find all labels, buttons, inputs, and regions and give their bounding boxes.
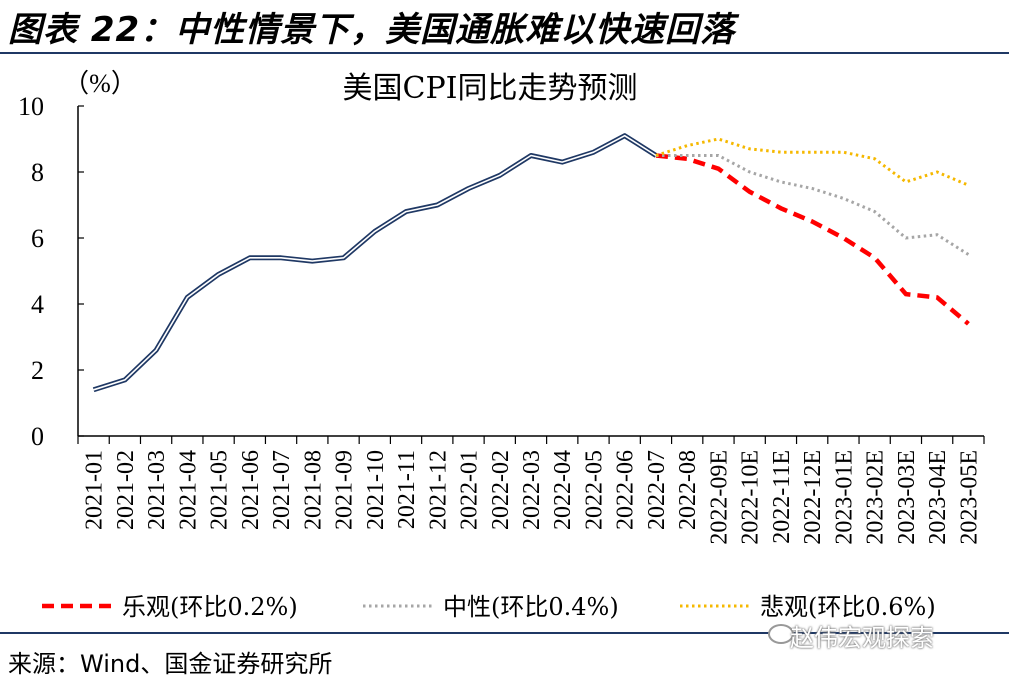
x-tick-label: 2022-03 bbox=[519, 450, 545, 530]
watermark: 赵伟宏观探索 bbox=[790, 624, 934, 652]
y-tick-label: 10 bbox=[18, 92, 44, 121]
x-tick-label: 2022-09E bbox=[706, 450, 732, 545]
x-tick-label: 2023-03E bbox=[894, 450, 920, 545]
x-tick-label: 2022-08 bbox=[675, 450, 701, 530]
x-tick-label: 2023-02E bbox=[863, 450, 889, 545]
x-tick-label: 2021-08 bbox=[300, 450, 326, 530]
y-tick-label: 4 bbox=[31, 290, 44, 319]
x-tick-label: 2023-04E bbox=[925, 450, 951, 545]
x-tick-label: 2021-06 bbox=[238, 450, 264, 530]
legend-label-pessimistic: 悲观(环比0.6%) bbox=[760, 593, 936, 621]
y-tick-label: 2 bbox=[31, 356, 44, 385]
legend-label-neutral: 中性(环比0.4%) bbox=[443, 593, 619, 621]
series-layer bbox=[92, 133, 970, 393]
x-tick-label: 2021-07 bbox=[269, 450, 295, 530]
source-note: 来源：Wind、国金证券研究所 bbox=[8, 650, 333, 678]
chart-title: 美国CPI同比走势预测 bbox=[343, 71, 638, 106]
x-tick-label: 2023-01E bbox=[831, 450, 857, 545]
x-tick-label: 2022-05 bbox=[581, 450, 607, 530]
x-tick-label: 2021-01 bbox=[82, 450, 108, 530]
series-line-neutral bbox=[656, 154, 970, 256]
x-tick-label: 2021-03 bbox=[144, 450, 170, 530]
series-line-optimistic bbox=[655, 153, 970, 326]
x-tick-label: 2021-02 bbox=[113, 450, 139, 530]
x-tick-label: 2022-06 bbox=[613, 450, 639, 530]
wechat-icon bbox=[768, 624, 794, 644]
y-tick-label: 8 bbox=[31, 158, 44, 187]
x-tick-label: 2021-10 bbox=[363, 450, 389, 530]
title-rule bbox=[0, 52, 1009, 54]
series-line-actual bbox=[92, 133, 658, 393]
series-line-inner-actual bbox=[93, 134, 657, 391]
x-tick-label: 2022-04 bbox=[550, 450, 576, 530]
x-tick-label: 2023-05E bbox=[956, 450, 982, 545]
x-tick-label: 2021-11 bbox=[394, 450, 420, 529]
x-tick-label: 2022-02 bbox=[488, 450, 514, 530]
x-tick-label: 2022-11E bbox=[769, 450, 795, 544]
y-tick-label: 0 bbox=[31, 422, 44, 451]
x-tick-label: 2021-12 bbox=[425, 450, 451, 530]
y-axis-label: （%） bbox=[63, 69, 137, 98]
x-tick-label: 2022-10E bbox=[738, 450, 764, 545]
footer-rule bbox=[0, 632, 1009, 634]
x-tick-label: 2021-09 bbox=[332, 450, 358, 530]
legend: 乐观(环比0.2%) 中性(环比0.4%) 悲观(环比0.6%) bbox=[42, 593, 936, 621]
x-tick-label: 2021-05 bbox=[207, 450, 233, 530]
x-tick-label: 2022-01 bbox=[457, 450, 483, 530]
figure-title: 图表 22：中性情景下，美国通胀难以快速回落 bbox=[8, 10, 736, 50]
x-tick-label: 2022-07 bbox=[644, 450, 670, 530]
x-tick-label: 2021-04 bbox=[175, 450, 201, 530]
y-tick-label: 6 bbox=[31, 224, 44, 253]
legend-label-optimistic: 乐观(环比0.2%) bbox=[122, 593, 298, 621]
x-tick-label: 2022-12E bbox=[800, 450, 826, 545]
